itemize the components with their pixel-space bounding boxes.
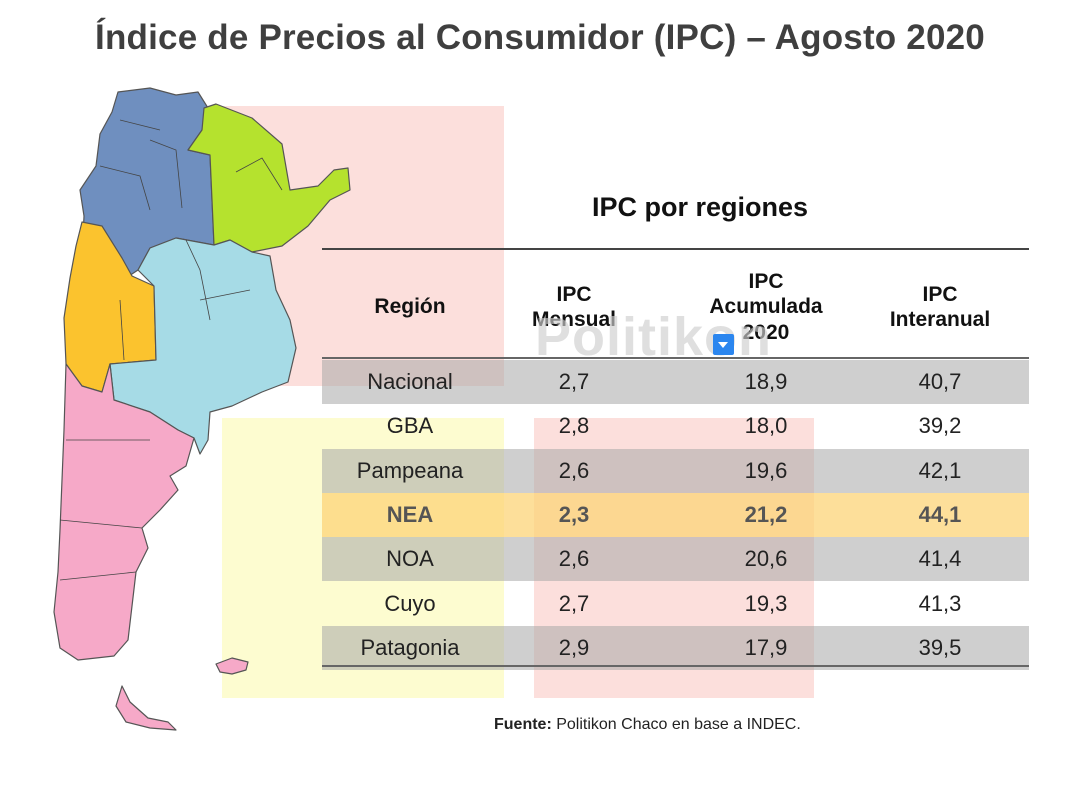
cell-ipc-interanual: 40,7 [918, 369, 962, 394]
cell-region: Pampeana [356, 457, 464, 483]
table-row: NEA 2,3 21,2 44,1 [322, 492, 1029, 537]
map-region-tierra-del-fuego [115, 685, 177, 731]
table-row: Pampeana 2,6 19,6 42,1 [322, 448, 1029, 493]
cell-ipc-acumulada: 20,6 [744, 546, 788, 572]
cell-ipc-interanual: 44,1 [918, 501, 962, 527]
column-header-ipc-interanual: IPC Interanual [889, 282, 991, 331]
source-text: Politikon Chaco en base a INDEC. [551, 716, 801, 733]
cell-region: Nacional [367, 369, 453, 394]
column-header-region: Región [374, 295, 446, 319]
cell-ipc-mensual: 2,3 [558, 501, 590, 527]
cell-ipc-interanual: 39,5 [918, 634, 962, 660]
cell-ipc-interanual: 41,4 [918, 546, 962, 572]
table-top-rule [322, 248, 1029, 250]
table-row: Cuyo 2,7 19,3 41,3 [322, 582, 1029, 626]
table-title: IPC por regiones [591, 192, 809, 222]
column-header-ipc-mensual: IPC Mensual [531, 282, 617, 331]
cell-ipc-mensual: 2,6 [558, 457, 590, 483]
cell-ipc-acumulada: 21,2 [744, 501, 788, 527]
cell-ipc-mensual: 2,8 [558, 413, 590, 439]
table-bottom-rule [322, 665, 1029, 667]
table-row: Patagonia 2,9 17,9 39,5 [322, 625, 1029, 670]
cell-ipc-acumulada: 18,9 [744, 369, 788, 394]
map-province-borders [59, 119, 283, 581]
table-row: GBA 2,8 18,0 39,2 [322, 404, 1029, 448]
table-header-rule [322, 357, 1029, 359]
cell-region: NOA [386, 546, 434, 572]
source-label: Fuente: [494, 716, 552, 733]
cell-region: Patagonia [360, 634, 460, 660]
page-title: Índice de Precios al Consumidor (IPC) – … [95, 18, 985, 57]
map-malvinas-islands [215, 657, 249, 675]
cell-ipc-mensual: 2,7 [558, 369, 590, 394]
cell-region: GBA [386, 413, 434, 439]
cell-ipc-mensual: 2,6 [558, 546, 590, 572]
cell-ipc-acumulada: 19,6 [744, 457, 788, 483]
source-note: Fuente: Politikon Chaco en base a INDEC. [494, 716, 801, 734]
cell-ipc-acumulada: 18,0 [744, 413, 788, 439]
table-row: Nacional 2,7 18,9 40,7 [322, 360, 1029, 404]
cell-region: NEA [386, 501, 434, 527]
cell-ipc-mensual: 2,9 [558, 634, 590, 660]
map-region-patagonia [53, 363, 195, 661]
cell-ipc-interanual: 39,2 [918, 413, 962, 439]
cell-ipc-interanual: 41,3 [918, 590, 962, 616]
cell-ipc-interanual: 42,1 [918, 457, 962, 483]
table-row: NOA 2,6 20,6 41,4 [322, 537, 1029, 582]
cell-ipc-acumulada: 17,9 [744, 634, 788, 660]
cell-region: Cuyo [384, 590, 436, 616]
dropdown-arrow-icon[interactable] [713, 334, 734, 355]
column-header-ipc-acumulada: IPC Acumulada 2020 [709, 270, 823, 344]
cell-ipc-acumulada: 19,3 [744, 590, 788, 616]
map-region-nea [187, 103, 351, 253]
cell-ipc-mensual: 2,7 [558, 590, 590, 616]
